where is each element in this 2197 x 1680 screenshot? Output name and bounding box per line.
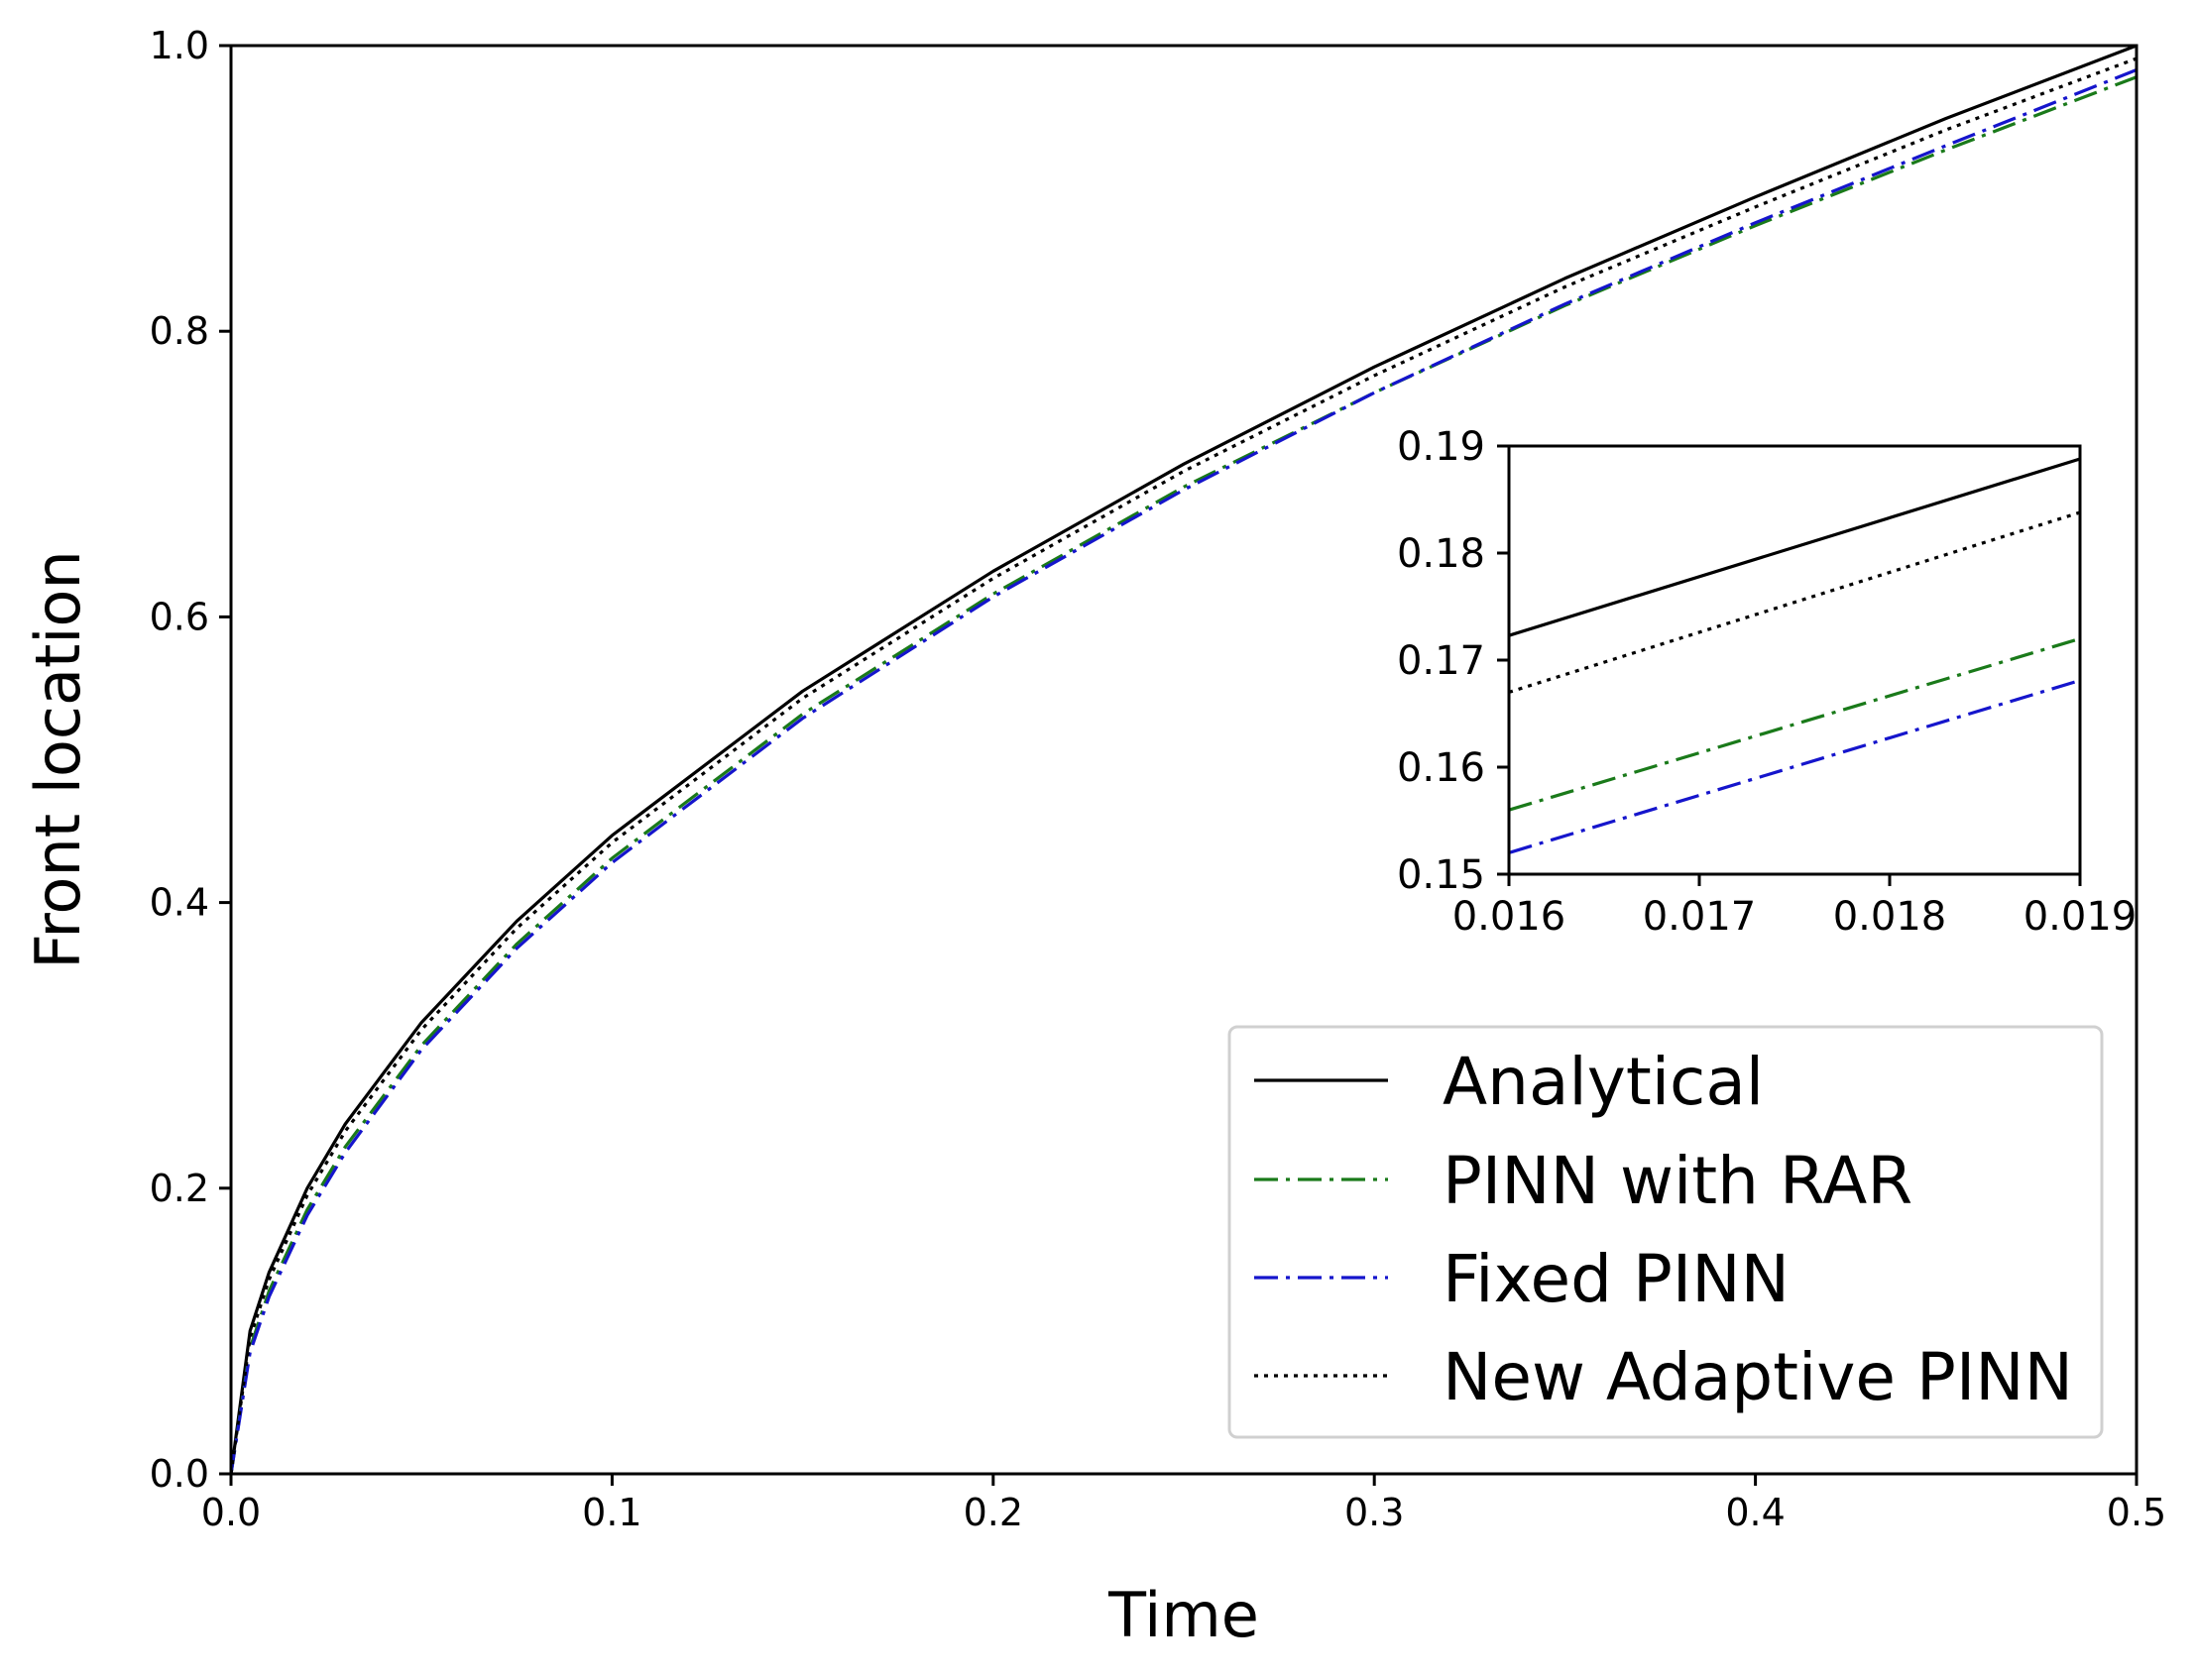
legend-label-fixed-pinn: Fixed PINN bbox=[1443, 1241, 1790, 1317]
main-plot-area: 0.0 0.1 0.2 0.3 0.4 0.5 0.0 0.2 0.4 0.6 0.8 1.0 bbox=[150, 24, 2167, 1534]
inset-y-tick-label: 0.19 bbox=[1397, 424, 1485, 470]
legend-label-pinn-with-rar: PINN with RAR bbox=[1443, 1143, 1912, 1219]
legend-label-analytical: Analytical bbox=[1443, 1044, 1764, 1120]
inset-background bbox=[1509, 446, 2080, 874]
x-tick-label: 0.2 bbox=[964, 1491, 1023, 1534]
y-tick-label: 0.2 bbox=[150, 1167, 209, 1210]
x-axis-label: Time bbox=[1107, 1579, 1259, 1651]
x-tick-label: 0.4 bbox=[1725, 1491, 1785, 1534]
series-line-fixed-pinn bbox=[229, 68, 2138, 1475]
series-line-pinn-with-rar bbox=[229, 75, 2138, 1475]
series-line-analytical bbox=[229, 44, 2138, 1475]
x-tick-label: 0.0 bbox=[201, 1491, 261, 1534]
y-tick-label: 0.8 bbox=[150, 309, 209, 353]
x-axis-ticks: 0.0 0.1 0.2 0.3 0.4 0.5 bbox=[201, 1474, 2166, 1534]
inset-series-line-analytical bbox=[1508, 457, 2081, 637]
inset-x-tick-label: 0.017 bbox=[1643, 894, 1757, 940]
inset-y-tick-label: 0.17 bbox=[1397, 638, 1485, 684]
main-series-group bbox=[229, 44, 2138, 1475]
x-tick-label: 0.5 bbox=[2107, 1491, 2166, 1534]
inset-y-tick-label: 0.18 bbox=[1397, 531, 1485, 577]
y-tick-label: 0.6 bbox=[150, 595, 209, 638]
inset-x-axis-ticks: 0.016 0.017 0.018 0.019 bbox=[1452, 874, 2138, 940]
inset-series-line-fixed-pinn bbox=[1508, 678, 2081, 854]
legend: Analytical PINN with RAR Fixed PINN New Ada… bbox=[1227, 1025, 2104, 1439]
inset-y-tick-label: 0.16 bbox=[1397, 745, 1485, 791]
inset-y-axis-ticks: 0.15 0.16 0.17 0.18 0.19 bbox=[1397, 424, 1509, 898]
x-tick-label: 0.1 bbox=[582, 1491, 641, 1534]
inset-x-tick-label: 0.018 bbox=[1833, 894, 1947, 940]
inset-x-tick-label: 0.016 bbox=[1452, 894, 1566, 940]
inset-series-line-new-adaptive-pinn bbox=[1508, 510, 2081, 694]
main-axes-frame bbox=[229, 44, 2139, 1476]
y-tick-label: 1.0 bbox=[150, 24, 209, 67]
legend-label-new-adaptive-pinn: New Adaptive PINN bbox=[1443, 1339, 2073, 1415]
x-tick-label: 0.3 bbox=[1344, 1491, 1404, 1534]
y-tick-label: 0.4 bbox=[150, 881, 209, 925]
inset-zoom-plot: 0.016 0.017 0.018 0.019 0.150.160.170.180.1… bbox=[1397, 424, 2137, 940]
legend-items: Analytical PINN with RAR Fixed PINN New Ada… bbox=[1254, 1044, 2073, 1415]
y-tick-label: 0.0 bbox=[150, 1452, 209, 1496]
inset-x-tick-label: 0.019 bbox=[2024, 894, 2138, 940]
legend-box bbox=[1227, 1025, 2104, 1439]
inset-y-tick-label: 0.15 bbox=[1397, 852, 1485, 898]
y-axis-label: Front location bbox=[22, 550, 94, 969]
inset-series-line-pinn-with-rar bbox=[1508, 636, 2081, 812]
y-axis-ticks: 0.0 0.2 0.4 0.6 0.8 1.0 bbox=[150, 24, 231, 1496]
inset-series-group bbox=[1508, 457, 2081, 854]
